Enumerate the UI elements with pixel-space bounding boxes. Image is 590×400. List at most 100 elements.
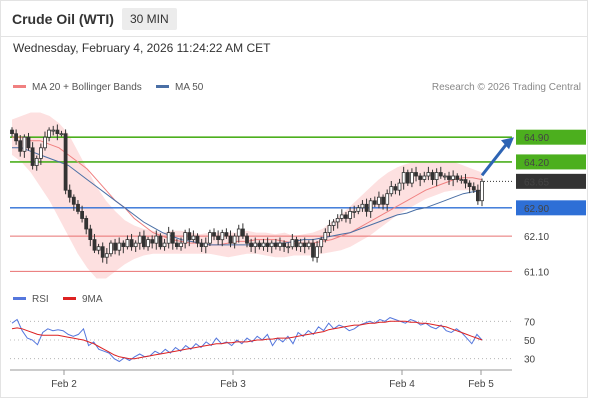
candle — [203, 237, 208, 254]
candle — [265, 237, 270, 252]
candle-body-up — [331, 221, 336, 226]
candle-body-down — [364, 203, 369, 212]
candle-body-down — [463, 179, 468, 184]
candle-body-up — [385, 193, 390, 205]
candle-body-up — [133, 242, 138, 248]
candle — [282, 240, 287, 252]
candle-body-up — [179, 242, 183, 248]
candle-body-up — [286, 246, 291, 249]
candle-body-up — [269, 242, 274, 248]
legend-swatch-ma20 — [13, 85, 26, 88]
candle-body-up — [348, 210, 353, 219]
candle-body-up — [162, 242, 167, 248]
candle-body-up — [290, 239, 295, 248]
candle — [92, 233, 97, 254]
candle — [467, 180, 472, 194]
instrument-title: Crude Oil (WTI) — [12, 11, 114, 27]
candle-body-up — [59, 133, 64, 136]
rsi-tick-50: 50 — [524, 336, 536, 347]
candle-body-up — [154, 235, 159, 244]
candle — [405, 169, 410, 186]
candle-body-down — [471, 186, 476, 191]
candle-body-down — [455, 175, 460, 180]
candle-body-down — [249, 242, 254, 248]
candle-body-up — [356, 207, 361, 212]
candle-body-up — [409, 172, 414, 184]
candle — [179, 237, 183, 251]
candle — [360, 200, 365, 212]
rsi-tick-30: 30 — [524, 355, 536, 366]
price-tag-64.90 — [516, 129, 586, 145]
candle — [368, 197, 373, 218]
candle-body-down — [224, 232, 229, 237]
candle — [117, 237, 122, 256]
candle — [34, 155, 39, 171]
candle — [174, 238, 179, 250]
interval-button[interactable]: 30 MIN — [122, 8, 177, 30]
candle — [409, 168, 414, 188]
candle — [228, 230, 233, 248]
candle-body-down — [294, 239, 299, 248]
candle — [331, 219, 336, 231]
candle — [191, 230, 196, 243]
candle — [133, 240, 138, 252]
candle — [475, 184, 480, 205]
candle — [162, 238, 167, 251]
x-tick-label-Feb 5: Feb 5 — [468, 379, 494, 390]
candle-body-down — [195, 235, 200, 244]
candle-body-down — [129, 239, 134, 248]
candle-body-down — [240, 228, 245, 237]
candle-body-up — [335, 217, 340, 223]
candle-body-up — [401, 172, 406, 184]
candle — [137, 231, 142, 250]
candle — [109, 240, 113, 257]
candle — [455, 173, 460, 183]
candle-body-up — [422, 175, 427, 180]
candle-body-up — [203, 242, 208, 248]
candle-body-up — [207, 232, 212, 244]
candle-body-down — [121, 242, 126, 248]
x-tick-label-Feb 4: Feb 4 — [389, 379, 415, 390]
candle-body-down — [467, 182, 472, 188]
candle — [253, 237, 258, 254]
candle-body-down — [216, 235, 221, 241]
candle — [306, 240, 311, 250]
candle — [315, 241, 320, 263]
candle-body-down — [150, 239, 155, 244]
candle-body-down — [141, 235, 146, 248]
candle-body-up — [47, 129, 51, 138]
candle — [166, 226, 171, 249]
candle-body-down — [430, 172, 435, 180]
candle — [207, 229, 212, 246]
candle-body-down — [273, 242, 278, 248]
candle — [290, 233, 295, 250]
candle — [100, 242, 105, 263]
price-tag-63.65 — [516, 173, 586, 189]
chart-header: Crude Oil (WTI) 30 MIN — [0, 0, 588, 36]
candle-body-up — [183, 232, 188, 244]
candle — [401, 166, 406, 190]
candle-body-up — [43, 136, 47, 149]
candle-body-up — [323, 232, 328, 241]
candle — [319, 236, 324, 254]
candle-body-up — [109, 242, 113, 255]
candle-body-up — [34, 157, 39, 166]
candle — [381, 194, 386, 210]
candle-body-down — [84, 217, 89, 230]
candle-body-up — [137, 235, 142, 244]
candle-body-down — [245, 235, 249, 244]
chart-credit: Research © 2026 Trading Central — [432, 82, 581, 93]
candle — [397, 178, 402, 196]
candle-body-down — [92, 239, 97, 251]
candle-body-up — [232, 235, 237, 244]
candle — [199, 238, 204, 252]
candle-body-down — [100, 246, 105, 258]
candle — [261, 238, 266, 251]
candle-body-up — [434, 172, 439, 180]
candle-body-up — [315, 246, 320, 258]
candle-body-down — [438, 172, 443, 177]
candle — [438, 166, 443, 179]
candle-body-down — [343, 214, 348, 219]
candle — [294, 236, 299, 251]
candle-body-up — [339, 214, 344, 219]
